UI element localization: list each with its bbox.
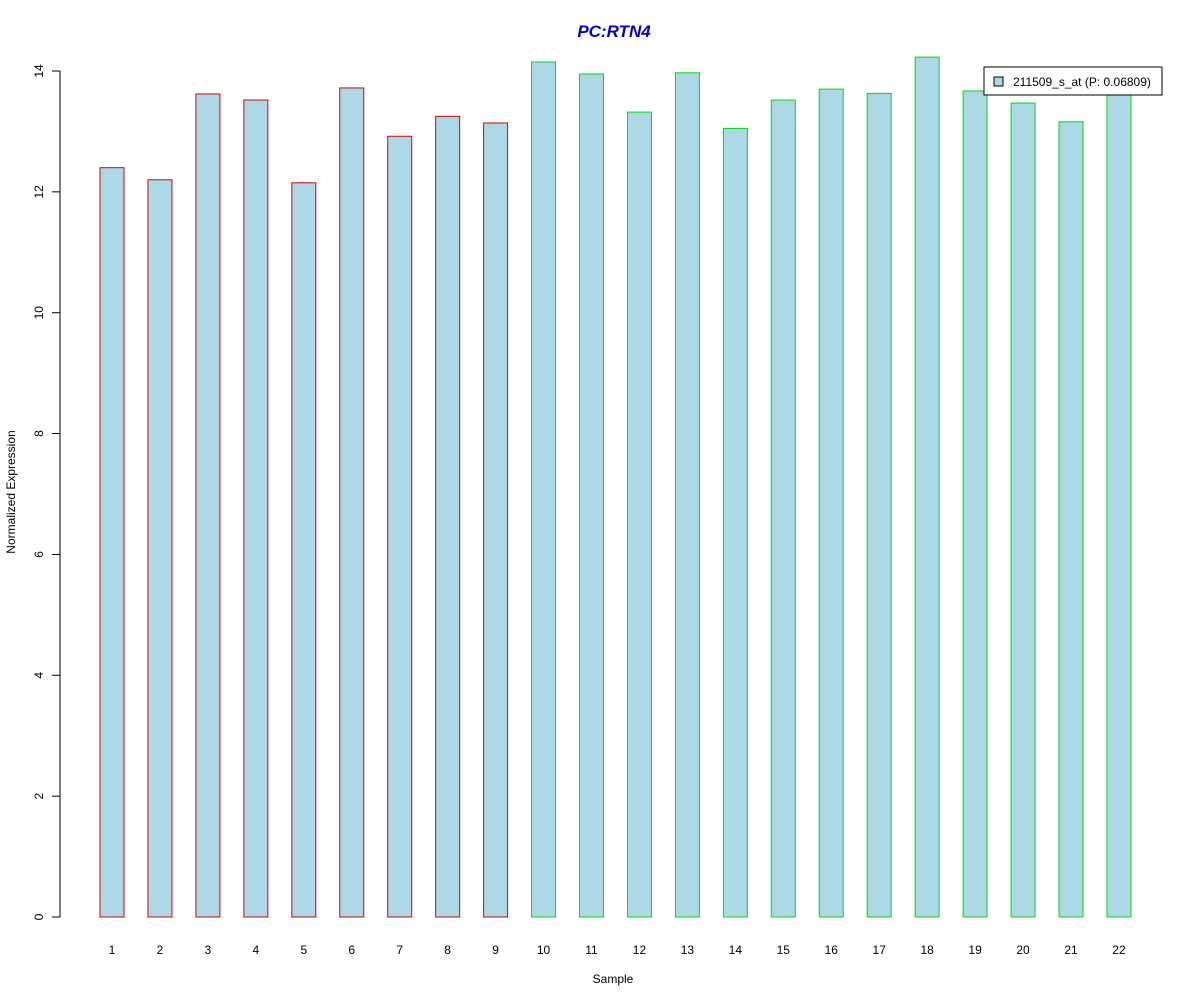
bar-sample-13 [674, 72, 700, 918]
x-tick-label: 17 [873, 943, 887, 957]
x-tick-label: 11 [585, 943, 598, 957]
x-tick-label: 1 [109, 943, 116, 957]
x-tick-label: 9 [492, 943, 499, 957]
y-tick-label: 8 [32, 430, 46, 437]
x-tick-label: 18 [920, 943, 934, 957]
x-tick-label: 12 [633, 943, 647, 957]
y-tick-label: 4 [32, 672, 46, 679]
y-tick-label: 0 [32, 913, 46, 920]
bar-sample-7 [387, 135, 413, 918]
bar-sample-2 [147, 179, 173, 918]
y-axis: 0 2 4 6 8 10 12 14 [32, 64, 61, 920]
bar-sample-11 [579, 73, 604, 918]
legend-label: 211509_s_at (P: 0.06809) [1013, 75, 1151, 89]
bar-sample-18 [914, 56, 940, 918]
bar-sample-8 [435, 115, 461, 918]
legend: 211509_s_at (P: 0.06809) [983, 66, 1163, 96]
x-tick-label: 20 [1016, 943, 1030, 957]
x-tick-label: 5 [300, 943, 307, 957]
x-tick-label: 6 [348, 943, 355, 957]
bar-sample-12 [626, 111, 652, 918]
bar-sample-10 [531, 61, 557, 918]
legend-swatch [993, 76, 1004, 87]
y-tick-label: 10 [32, 306, 46, 320]
bar-sample-4 [243, 99, 269, 918]
bar-sample-6 [339, 87, 365, 918]
x-tick-label: 16 [825, 943, 839, 957]
x-tick-label: 2 [157, 943, 164, 957]
x-tick-label: 10 [537, 943, 551, 957]
x-tick-label: 3 [205, 943, 212, 957]
bar-sample-15 [770, 99, 796, 918]
x-axis-label: Sample [593, 972, 634, 986]
x-tick-label: 21 [1064, 943, 1078, 957]
x-tick-label: 22 [1112, 943, 1126, 957]
chart-title: PC:RTN4 [577, 22, 651, 41]
x-axis-tick-labels: 1 2 3 4 5 6 7 8 9 10 11 12 13 14 15 16 17 18 19 20 21 22 [109, 943, 1126, 957]
y-tick-label: 6 [32, 551, 46, 558]
y-axis-ticks: 0 2 4 6 8 10 12 14 [32, 64, 60, 920]
bar-sample-9 [483, 122, 509, 918]
bar-sample-20 [1010, 102, 1036, 918]
bar-sample-14 [722, 127, 748, 918]
bar-sample-3 [195, 93, 221, 918]
bar-sample-5 [291, 182, 317, 918]
bar-sample-19 [962, 90, 988, 918]
x-tick-label: 8 [444, 943, 451, 957]
x-tick-label: 14 [729, 943, 743, 957]
bar-sample-16 [818, 88, 844, 918]
x-tick-label: 13 [681, 943, 695, 957]
x-tick-label: 19 [968, 943, 982, 957]
bar-sample-17 [866, 92, 892, 918]
y-tick-label: 12 [32, 185, 46, 199]
y-tick-label: 14 [32, 64, 46, 78]
y-axis-label: Normalized Expression [4, 430, 18, 553]
legend-box [983, 66, 1163, 96]
y-tick-label: 2 [32, 792, 46, 799]
x-tick-label: 4 [253, 943, 260, 957]
bar-sample-22 [1106, 87, 1132, 918]
x-tick-label: 15 [777, 943, 791, 957]
bars-group [99, 56, 1132, 918]
bar-sample-21 [1058, 121, 1084, 918]
x-tick-label: 7 [396, 943, 403, 957]
bar-sample-1 [99, 167, 125, 918]
